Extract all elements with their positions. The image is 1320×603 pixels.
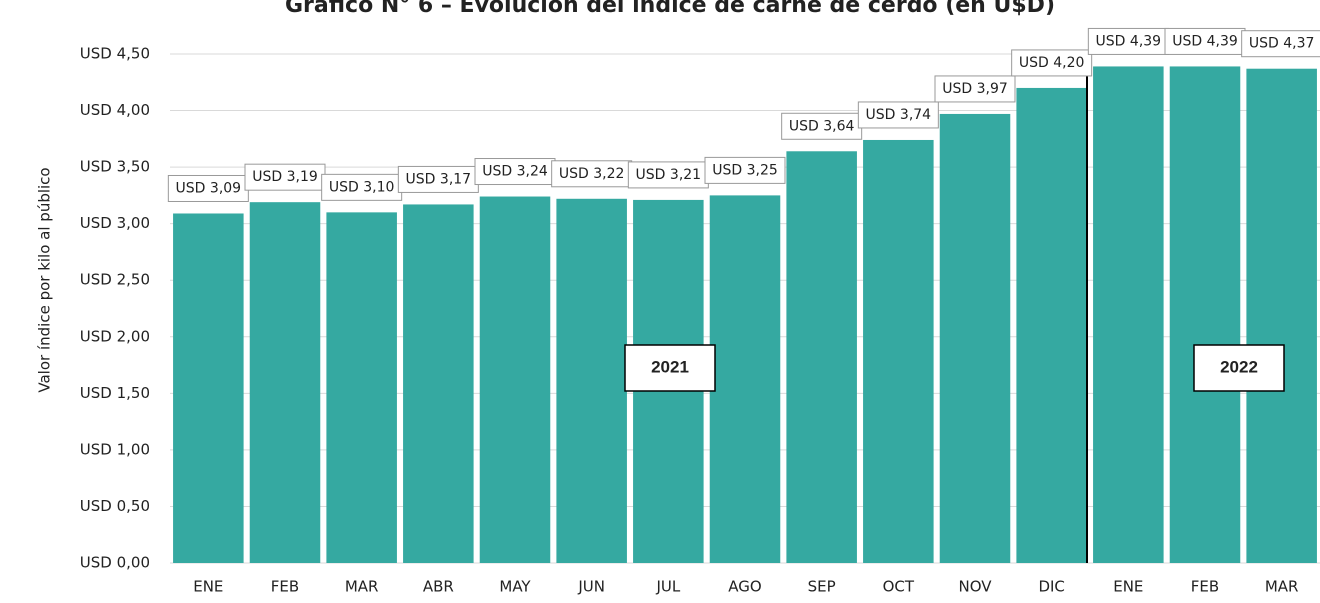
value-label-box bbox=[1087, 27, 1169, 55]
bar bbox=[173, 213, 244, 563]
chart-title: Gráfico N° 6 – Evolución del índice de c… bbox=[285, 0, 1055, 18]
value-label: USD 4,20 bbox=[1019, 55, 1085, 71]
y-axis-label: Valor índice por kilo al público bbox=[36, 167, 54, 392]
bar bbox=[326, 212, 397, 563]
bar bbox=[1169, 66, 1241, 563]
y-tick-label: USD 2,00 bbox=[80, 327, 150, 345]
bar bbox=[249, 202, 321, 564]
value-label: USD 3,17 bbox=[406, 171, 472, 187]
value-label: USD 3,24 bbox=[482, 164, 548, 180]
x-tick-label: ENE bbox=[193, 578, 223, 596]
x-tick-label: FEB bbox=[1191, 578, 1219, 596]
y-tick-label: USD 0,50 bbox=[80, 497, 150, 515]
y-tick-label: USD 2,50 bbox=[80, 271, 150, 289]
value-label: USD 3,25 bbox=[712, 162, 778, 178]
value-label: USD 3,19 bbox=[252, 169, 318, 185]
x-tick-label: FEB bbox=[271, 578, 299, 596]
annotation: 2021 bbox=[651, 357, 689, 376]
x-tick-label: MAR bbox=[345, 578, 379, 596]
y-tick-label: USD 1,50 bbox=[80, 384, 150, 402]
y-tick-label: USD 3,50 bbox=[80, 158, 150, 176]
value-label-box bbox=[1241, 30, 1320, 58]
y-tick-label: USD 1,00 bbox=[80, 440, 150, 458]
bar bbox=[1093, 66, 1164, 563]
x-tick-label: JUN bbox=[577, 578, 605, 596]
y-tick-label: USD 4,00 bbox=[80, 101, 150, 119]
value-label-box bbox=[551, 160, 633, 188]
value-label-box bbox=[627, 161, 709, 189]
x-tick-label: SEP bbox=[808, 578, 836, 596]
value-label-box bbox=[934, 75, 1016, 103]
value-label: USD 3,10 bbox=[329, 179, 395, 195]
value-label-box bbox=[1011, 49, 1093, 77]
x-tick-label: OCT bbox=[883, 578, 915, 596]
bar bbox=[479, 196, 551, 563]
bar bbox=[786, 151, 857, 563]
x-tick-label: MAY bbox=[499, 578, 531, 596]
annotation-box bbox=[624, 344, 716, 392]
bar bbox=[403, 204, 474, 563]
bar bbox=[1246, 68, 1317, 564]
y-tick-label: USD 4,50 bbox=[80, 45, 150, 63]
annotation: 2022 bbox=[1220, 357, 1258, 376]
x-tick-label: ABR bbox=[423, 578, 454, 596]
value-label: USD 3,21 bbox=[636, 167, 702, 183]
value-label-box bbox=[1164, 27, 1246, 55]
x-tick-label: NOV bbox=[958, 578, 992, 596]
value-label: USD 3,97 bbox=[942, 81, 1008, 97]
x-tick-label: JUL bbox=[655, 578, 680, 596]
x-tick-label: MAR bbox=[1265, 578, 1299, 596]
y-tick-label: USD 0,00 bbox=[80, 554, 150, 572]
bar bbox=[939, 113, 1011, 564]
value-label: USD 4,37 bbox=[1249, 36, 1315, 52]
x-tick-label: DIC bbox=[1038, 578, 1064, 596]
y-tick-label: USD 3,00 bbox=[80, 214, 150, 232]
bar bbox=[556, 198, 627, 563]
bar bbox=[863, 139, 934, 563]
value-label-box bbox=[857, 101, 939, 129]
value-label: USD 4,39 bbox=[1096, 33, 1162, 49]
x-tick-label: AGO bbox=[728, 578, 761, 596]
value-label: USD 4,39 bbox=[1172, 33, 1238, 49]
value-label-box bbox=[704, 156, 786, 184]
value-label: USD 3,22 bbox=[559, 166, 625, 182]
value-label: USD 3,09 bbox=[176, 180, 242, 196]
value-label: USD 3,74 bbox=[866, 107, 932, 123]
annotation-box bbox=[1193, 344, 1285, 392]
x-tick-label: ENE bbox=[1113, 578, 1143, 596]
bar bbox=[709, 195, 781, 563]
bar bbox=[1016, 87, 1087, 563]
value-label: USD 3,64 bbox=[789, 118, 855, 134]
